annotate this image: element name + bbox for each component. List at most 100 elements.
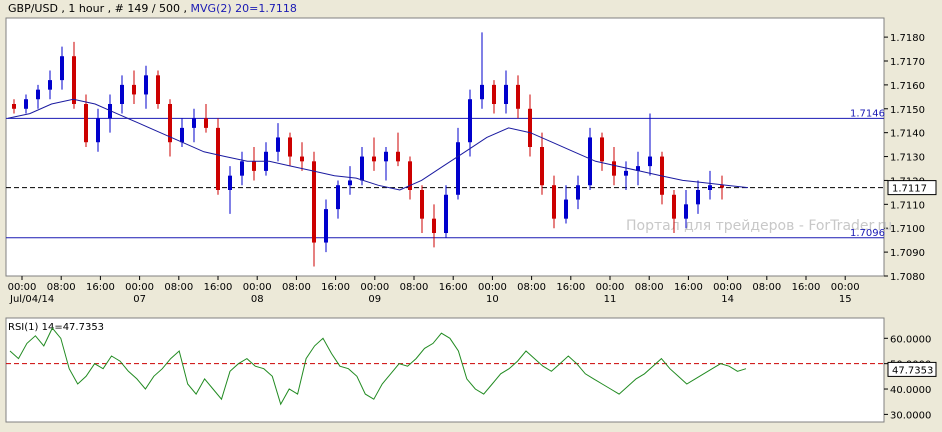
- candle-body: [492, 84, 496, 104]
- rsi-ytick-label: 40.0000: [890, 385, 931, 396]
- candle-body: [480, 84, 484, 100]
- rsi-line: [9, 327, 747, 406]
- candle-body: [672, 194, 676, 219]
- candle-body: [684, 204, 688, 219]
- header-sep1: ,: [58, 2, 69, 15]
- candle-body: [108, 104, 112, 119]
- candle-body: [120, 84, 124, 104]
- candle-body: [300, 156, 304, 162]
- level-label: 1.7146: [850, 108, 885, 119]
- time-tick-label: 08:00: [282, 282, 311, 293]
- time-tick-label: 00:00: [360, 282, 389, 293]
- time-tick-label: 16:00: [792, 282, 821, 293]
- candle-body: [168, 104, 172, 143]
- price-ytick-label: 1.7110: [890, 200, 925, 211]
- time-tick-label: 00:00: [243, 282, 272, 293]
- candle-body: [720, 185, 724, 188]
- candle-body: [324, 209, 328, 243]
- time-tick-label: 00:00: [596, 282, 625, 293]
- candle-body: [612, 161, 616, 176]
- candle-body: [48, 80, 52, 90]
- moving-average-line: [7, 98, 749, 191]
- candle-body: [564, 199, 568, 219]
- candle-body: [600, 137, 604, 162]
- candle-body: [276, 137, 280, 152]
- time-tick-label: 16:00: [321, 282, 350, 293]
- candle-body: [528, 108, 532, 147]
- candle-body: [360, 156, 364, 181]
- time-tick-label: 08:00: [752, 282, 781, 293]
- level-label: 1.7096: [850, 228, 885, 239]
- candle-body: [432, 218, 436, 233]
- price-ytick-label: 1.7100: [890, 224, 925, 235]
- candle-body: [624, 170, 628, 176]
- date-tick-label: 11: [604, 294, 617, 305]
- candle-body: [372, 156, 376, 162]
- time-tick-label: 16:00: [439, 282, 468, 293]
- current-price-label: 1.7117: [892, 184, 927, 195]
- candle-body: [468, 99, 472, 143]
- time-tick-label: 16:00: [86, 282, 115, 293]
- candle-body: [24, 99, 28, 109]
- date-tick-label: 14: [721, 294, 734, 305]
- rsi-plot-area: [5, 317, 885, 423]
- candle-body: [228, 175, 232, 190]
- candle-body: [156, 75, 160, 104]
- date-tick-label: 15: [839, 294, 852, 305]
- candle-body: [540, 147, 544, 186]
- candle-body: [444, 194, 448, 233]
- candle-body: [588, 137, 592, 186]
- price-ytick-label: 1.7090: [890, 248, 925, 259]
- candle-body: [60, 56, 64, 81]
- candle-body: [72, 56, 76, 104]
- watermark-text: Портал для трейдеров - ForTrader.ru: [626, 218, 892, 234]
- time-tick-label: 08:00: [400, 282, 429, 293]
- time-tick-label: 08:00: [517, 282, 546, 293]
- candle-body: [84, 104, 88, 143]
- rsi-header: RSI(1) 14=47.7353: [8, 322, 104, 333]
- candle-body: [516, 84, 520, 109]
- candle-body: [36, 89, 40, 100]
- header-indicator: MVG(2) 20=1.7118: [191, 2, 297, 15]
- rsi-ytick-label: 60.0000: [890, 334, 931, 345]
- candle-body: [252, 161, 256, 171]
- date-tick-label: 07: [133, 294, 146, 305]
- candle-body: [408, 161, 412, 190]
- candle-body: [216, 127, 220, 190]
- price-ytick-label: 1.7140: [890, 129, 925, 140]
- header-bars-info: # 149 / 500: [115, 2, 180, 15]
- price-ytick-label: 1.7150: [890, 105, 925, 116]
- header-timeframe: 1 hour: [68, 2, 104, 15]
- candle-body: [504, 84, 508, 104]
- price-ytick-label: 1.7160: [890, 81, 925, 92]
- header-sep3: ,: [180, 2, 191, 15]
- time-tick-label: 16:00: [204, 282, 233, 293]
- candle-body: [648, 156, 652, 167]
- candle-body: [456, 142, 460, 195]
- price-ytick-label: 1.7080: [890, 272, 925, 283]
- time-tick-label: 00:00: [125, 282, 154, 293]
- candle-body: [708, 185, 712, 190]
- date-tick-label: Jul/04/14: [9, 294, 54, 305]
- time-tick-label: 00:00: [831, 282, 860, 293]
- time-tick-label: 00:00: [8, 282, 37, 293]
- price-ytick-label: 1.7170: [890, 57, 925, 68]
- rsi-current-label: 47.7353: [892, 365, 933, 376]
- time-tick-label: 08:00: [635, 282, 664, 293]
- date-tick-label: 10: [486, 294, 499, 305]
- candle-body: [288, 137, 292, 157]
- candle-body: [696, 190, 700, 205]
- time-tick-label: 16:00: [556, 282, 585, 293]
- price-ytick-label: 1.7130: [890, 153, 925, 164]
- candle-body: [636, 166, 640, 171]
- time-tick-label: 16:00: [674, 282, 703, 293]
- candle-body: [384, 151, 388, 162]
- candle-body: [420, 190, 424, 219]
- candle-body: [96, 118, 100, 143]
- rsi-ytick-label: 30.0000: [890, 410, 931, 421]
- candle-body: [144, 75, 148, 95]
- candle-body: [192, 118, 196, 128]
- chart-header: GBP/USD , 1 hour , # 149 / 500 , MVG(2) …: [8, 2, 297, 15]
